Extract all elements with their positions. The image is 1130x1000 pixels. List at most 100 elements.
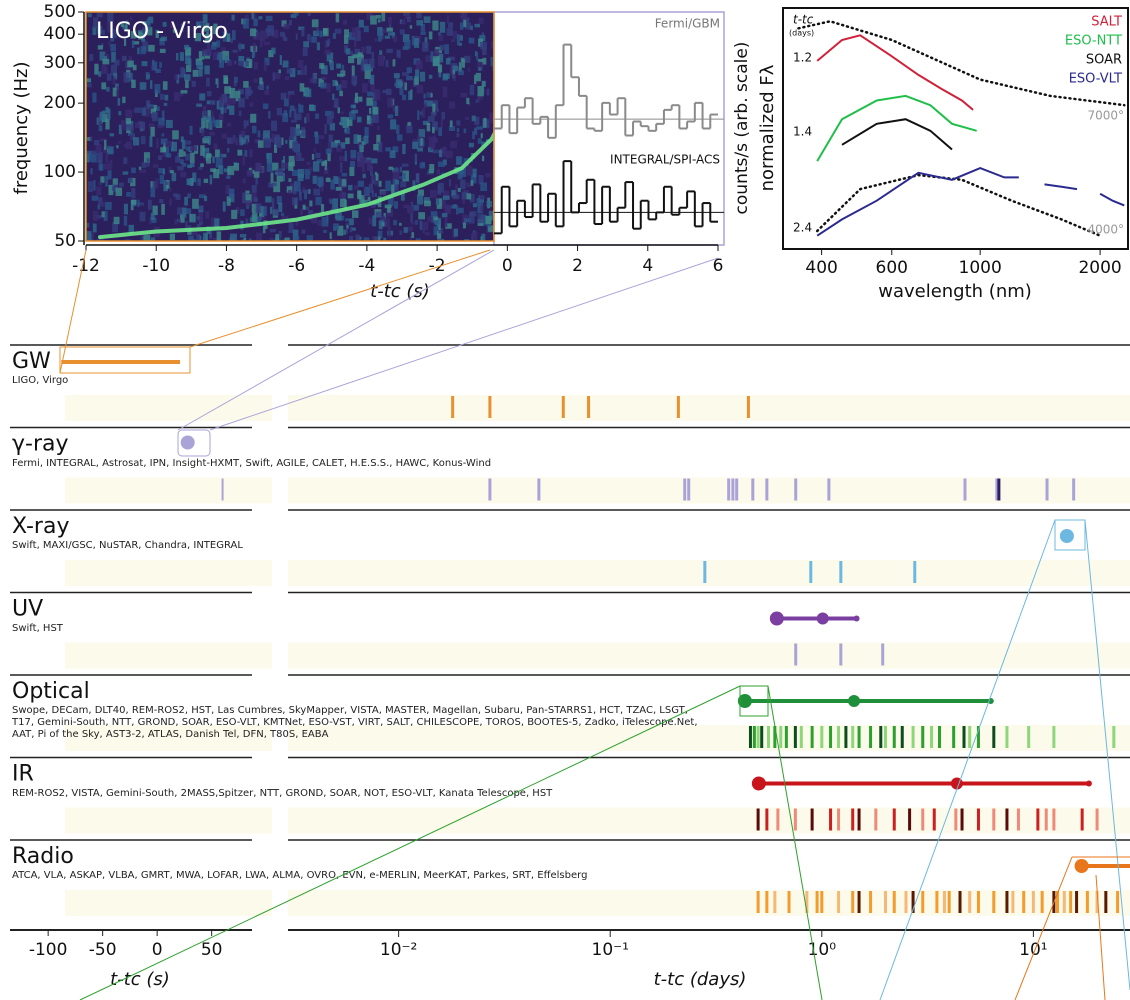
noise-streak bbox=[369, 118, 371, 123]
noise-streak bbox=[213, 120, 219, 127]
noise-streak bbox=[480, 42, 487, 49]
noise-streak bbox=[93, 223, 97, 232]
noise-streak bbox=[464, 56, 470, 63]
detection-point bbox=[181, 436, 195, 450]
observation-tick bbox=[992, 891, 995, 913]
noise-streak bbox=[234, 77, 238, 83]
noise-streak bbox=[323, 28, 329, 36]
noise-streak bbox=[257, 86, 263, 90]
legend-entry: ESO-VLT bbox=[1069, 72, 1122, 87]
noise-streak bbox=[384, 218, 389, 227]
noise-streak bbox=[381, 12, 385, 21]
noise-streak bbox=[290, 105, 295, 111]
noise-streak bbox=[152, 61, 157, 70]
blackbody-label: 4000° bbox=[1087, 223, 1124, 237]
noise-streak bbox=[388, 226, 391, 237]
noise-streak bbox=[369, 219, 373, 225]
noise-streak bbox=[279, 231, 282, 238]
noise-streak bbox=[275, 234, 279, 243]
noise-streak bbox=[301, 28, 304, 37]
noise-streak bbox=[222, 134, 227, 139]
blackbody-label: 7000° bbox=[1087, 109, 1124, 123]
noise-streak bbox=[478, 67, 481, 71]
noise-streak bbox=[184, 74, 190, 81]
noise-streak bbox=[325, 50, 331, 55]
noise-streak bbox=[325, 160, 327, 170]
noise-streak bbox=[229, 105, 234, 115]
noise-streak bbox=[276, 137, 282, 148]
noise-streak bbox=[313, 176, 317, 184]
noise-streak bbox=[333, 227, 336, 231]
noise-streak bbox=[407, 122, 410, 126]
noise-streak bbox=[273, 72, 275, 81]
noise-streak bbox=[198, 167, 202, 170]
observation-tick bbox=[839, 561, 842, 583]
noise-streak bbox=[118, 98, 121, 106]
noise-streak bbox=[485, 216, 491, 224]
noise-streak bbox=[317, 177, 324, 186]
noise-streak bbox=[373, 107, 379, 115]
noise-streak bbox=[321, 204, 324, 212]
noise-streak bbox=[482, 156, 484, 161]
observation-tick bbox=[537, 479, 540, 501]
detection-point bbox=[854, 616, 860, 622]
noise-streak bbox=[298, 174, 304, 181]
observation-tick bbox=[851, 891, 854, 913]
noise-streak bbox=[324, 124, 326, 134]
observation-tick bbox=[760, 726, 763, 748]
observation-tick bbox=[954, 809, 957, 831]
noise-streak bbox=[396, 79, 402, 88]
observation-tick bbox=[879, 726, 882, 748]
x-tick-label: -10 bbox=[142, 256, 170, 276]
observation-tick bbox=[820, 726, 823, 748]
detection-point bbox=[1086, 781, 1092, 787]
noise-streak bbox=[89, 54, 93, 61]
noise-streak bbox=[463, 20, 466, 27]
noise-streak bbox=[406, 76, 413, 80]
noise-streak bbox=[336, 187, 342, 191]
noise-streak bbox=[273, 209, 278, 216]
noise-streak bbox=[403, 46, 409, 50]
noise-streak bbox=[243, 154, 245, 165]
observation-tick bbox=[1017, 809, 1020, 831]
noise-streak bbox=[379, 220, 383, 229]
observation-tick bbox=[837, 891, 840, 913]
observation-tick bbox=[908, 809, 911, 831]
detection-point bbox=[1060, 529, 1074, 543]
noise-streak bbox=[351, 76, 357, 85]
noise-streak bbox=[375, 193, 377, 197]
noise-streak bbox=[159, 199, 163, 203]
noise-streak bbox=[250, 114, 256, 123]
noise-streak bbox=[421, 138, 423, 146]
observation-tick bbox=[1075, 891, 1078, 913]
noise-streak bbox=[410, 25, 412, 29]
noise-streak bbox=[88, 181, 93, 192]
observation-tick bbox=[921, 891, 924, 913]
noise-streak bbox=[239, 43, 241, 51]
noise-streak bbox=[172, 173, 177, 181]
noise-streak bbox=[442, 112, 445, 120]
observation-tick bbox=[901, 726, 904, 748]
noise-streak bbox=[393, 171, 399, 179]
noise-streak bbox=[431, 211, 438, 217]
observation-tick bbox=[794, 479, 797, 501]
observation-tick bbox=[829, 726, 832, 748]
noise-streak bbox=[350, 150, 356, 158]
noise-streak bbox=[373, 115, 379, 123]
noise-streak bbox=[358, 135, 362, 142]
noise-streak bbox=[196, 104, 202, 107]
observation-tick bbox=[912, 726, 915, 748]
noise-streak bbox=[428, 116, 435, 122]
noise-streak bbox=[415, 220, 418, 225]
instruments-box: Swope, DECam, DLT40, REM-ROS2, HST, Las … bbox=[12, 705, 712, 755]
noise-streak bbox=[369, 108, 371, 114]
noise-streak bbox=[224, 77, 228, 83]
noise-streak bbox=[267, 162, 273, 171]
noise-streak bbox=[326, 149, 332, 155]
noise-streak bbox=[411, 221, 415, 224]
noise-streak bbox=[188, 58, 192, 66]
observation-tick bbox=[1046, 479, 1049, 501]
noise-streak bbox=[447, 205, 451, 214]
noise-streak bbox=[223, 201, 226, 211]
noise-streak bbox=[432, 20, 438, 30]
